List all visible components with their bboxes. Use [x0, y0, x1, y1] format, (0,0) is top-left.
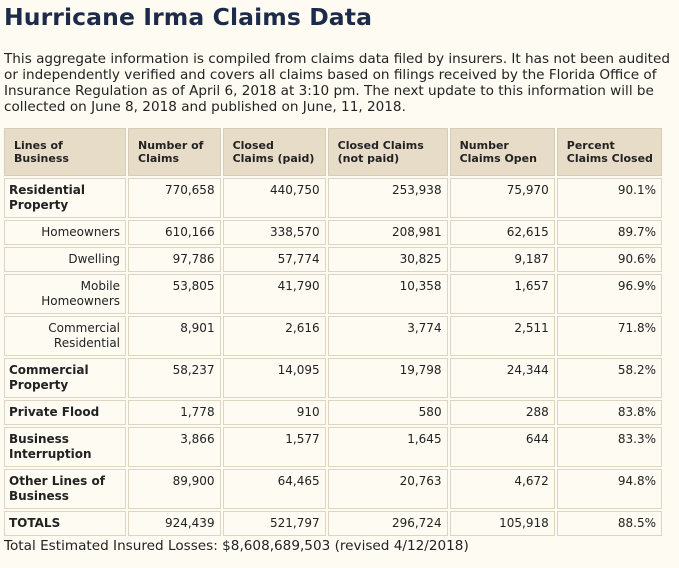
row-label: Mobile Homeowners	[4, 274, 127, 314]
cell-closed-paid: 64,465	[222, 469, 326, 509]
cell-closed-not-paid: 20,763	[327, 469, 448, 509]
cell-number-of-claims: 89,900	[128, 469, 221, 509]
table-row: Residential Property 770,658 440,750 253…	[4, 178, 662, 218]
cell-percent-closed: 90.1%	[556, 178, 662, 218]
row-label: Homeowners	[4, 220, 127, 245]
cell-percent-closed: 90.6%	[556, 247, 662, 272]
column-header: Lines of Business	[4, 128, 127, 176]
cell-percent-closed: 83.3%	[556, 427, 662, 467]
cell-claims-open: 105,918	[449, 511, 555, 536]
cell-number-of-claims: 924,439	[128, 511, 221, 536]
cell-closed-not-paid: 3,774	[327, 316, 448, 356]
cell-closed-paid: 440,750	[222, 178, 326, 218]
row-label: Commercial Residential	[4, 316, 127, 356]
column-header: Closed Claims (not paid)	[327, 128, 448, 176]
cell-percent-closed: 88.5%	[556, 511, 662, 536]
cell-closed-not-paid: 19,798	[327, 358, 448, 398]
cell-closed-paid: 1,577	[222, 427, 326, 467]
cell-percent-closed: 94.8%	[556, 469, 662, 509]
cell-percent-closed: 83.8%	[556, 400, 662, 425]
cell-claims-open: 62,615	[449, 220, 555, 245]
cell-closed-not-paid: 10,358	[327, 274, 448, 314]
column-header: Percent Claims Closed	[556, 128, 662, 176]
row-label: Residential Property	[4, 178, 127, 218]
cell-number-of-claims: 1,778	[128, 400, 221, 425]
total-losses-note: Total Estimated Insured Losses: $8,608,6…	[4, 538, 469, 554]
column-header: Number Claims Open	[449, 128, 555, 176]
cell-number-of-claims: 8,901	[128, 316, 221, 356]
table-row: Commercial Residential 8,901 2,616 3,774…	[4, 316, 662, 356]
table-row-totals: TOTALS 924,439 521,797 296,724 105,918 8…	[4, 511, 662, 536]
cell-closed-paid: 14,095	[222, 358, 326, 398]
table-row: Commercial Property 58,237 14,095 19,798…	[4, 358, 662, 398]
row-label: Dwelling	[4, 247, 127, 272]
cell-closed-paid: 2,616	[222, 316, 326, 356]
cell-claims-open: 4,672	[449, 469, 555, 509]
cell-closed-paid: 521,797	[222, 511, 326, 536]
cell-claims-open: 24,344	[449, 358, 555, 398]
table-row: Mobile Homeowners 53,805 41,790 10,358 1…	[4, 274, 662, 314]
cell-claims-open: 644	[449, 427, 555, 467]
cell-closed-not-paid: 1,645	[327, 427, 448, 467]
cell-closed-paid: 41,790	[222, 274, 326, 314]
row-label: TOTALS	[4, 511, 127, 536]
cell-number-of-claims: 58,237	[128, 358, 221, 398]
cell-percent-closed: 71.8%	[556, 316, 662, 356]
table-row: Business Interruption 3,866 1,577 1,645 …	[4, 427, 662, 467]
cell-closed-not-paid: 208,981	[327, 220, 448, 245]
table-row: Private Flood 1,778 910 580 288 83.8%	[4, 400, 662, 425]
row-label: Commercial Property	[4, 358, 127, 398]
cell-closed-paid: 57,774	[222, 247, 326, 272]
cell-claims-open: 288	[449, 400, 555, 425]
table-header-row: Lines of Business Number of Claims Close…	[4, 128, 662, 176]
page: Hurricane Irma Claims Data This aggregat…	[2, 3, 670, 554]
cell-closed-not-paid: 296,724	[327, 511, 448, 536]
row-label: Other Lines of Business	[4, 469, 127, 509]
page-title: Hurricane Irma Claims Data	[4, 3, 373, 31]
cell-percent-closed: 89.7%	[556, 220, 662, 245]
cell-number-of-claims: 97,786	[128, 247, 221, 272]
row-label: Business Interruption	[4, 427, 127, 467]
table-row: Dwelling 97,786 57,774 30,825 9,187 90.6…	[4, 247, 662, 272]
cell-closed-not-paid: 30,825	[327, 247, 448, 272]
claims-table: Lines of Business Number of Claims Close…	[2, 126, 664, 538]
cell-percent-closed: 96.9%	[556, 274, 662, 314]
column-header: Number of Claims	[128, 128, 221, 176]
cell-number-of-claims: 53,805	[128, 274, 221, 314]
cell-claims-open: 2,511	[449, 316, 555, 356]
cell-number-of-claims: 770,658	[128, 178, 221, 218]
column-header: Closed Claims (paid)	[222, 128, 326, 176]
table-row: Homeowners 610,166 338,570 208,981 62,61…	[4, 220, 662, 245]
cell-percent-closed: 58.2%	[556, 358, 662, 398]
cell-claims-open: 9,187	[449, 247, 555, 272]
cell-closed-paid: 338,570	[222, 220, 326, 245]
cell-claims-open: 75,970	[449, 178, 555, 218]
table-row: Other Lines of Business 89,900 64,465 20…	[4, 469, 662, 509]
cell-closed-paid: 910	[222, 400, 326, 425]
cell-closed-not-paid: 253,938	[327, 178, 448, 218]
cell-number-of-claims: 3,866	[128, 427, 221, 467]
intro-paragraph: This aggregate information is compiled f…	[4, 51, 670, 115]
cell-number-of-claims: 610,166	[128, 220, 221, 245]
cell-closed-not-paid: 580	[327, 400, 448, 425]
row-label: Private Flood	[4, 400, 127, 425]
cell-claims-open: 1,657	[449, 274, 555, 314]
